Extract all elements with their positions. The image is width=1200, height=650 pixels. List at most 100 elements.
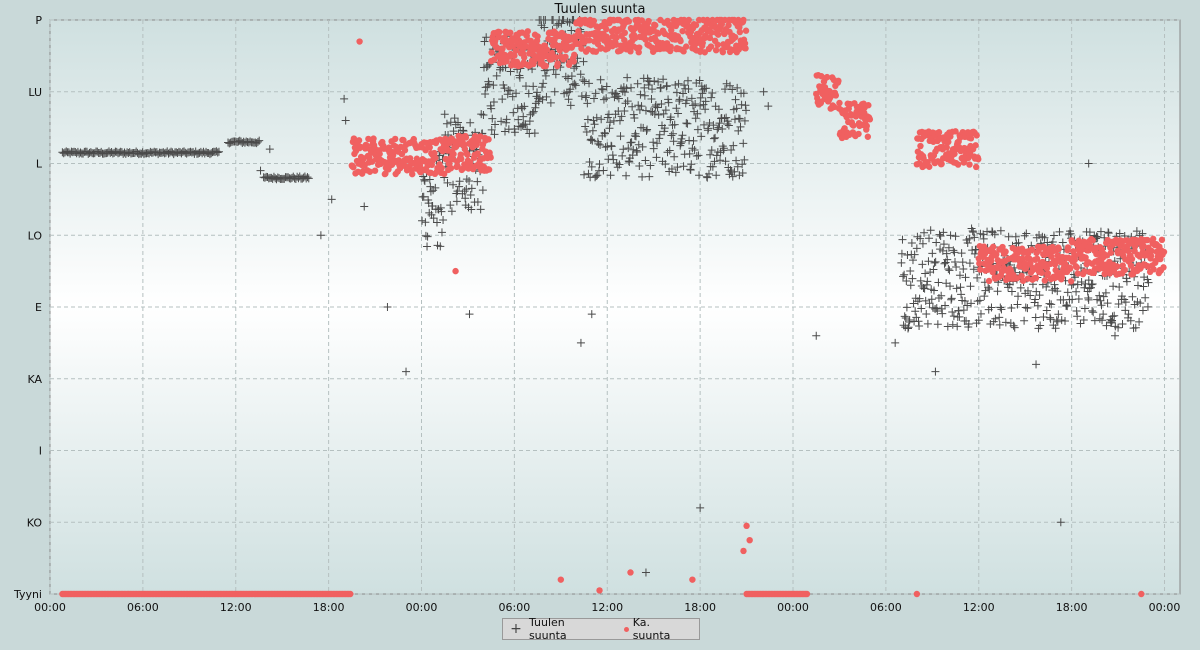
avg-point-marker [571, 51, 578, 59]
raw-point-marker [632, 146, 641, 155]
raw-point-marker [1016, 283, 1025, 292]
raw-point-marker [421, 218, 430, 227]
raw-point-marker [530, 129, 539, 138]
raw-point-marker [521, 120, 530, 129]
raw-point-marker [922, 309, 931, 318]
raw-point-marker [636, 90, 645, 99]
raw-point-marker [945, 266, 954, 275]
avg-point-marker [652, 22, 659, 29]
raw-point-marker [933, 306, 942, 315]
avg-point-marker [706, 34, 714, 42]
avg-point-marker [655, 30, 662, 37]
raw-point-marker [1066, 229, 1075, 238]
raw-point-marker [1014, 238, 1023, 247]
avg-point-marker [554, 60, 561, 67]
avg-point-marker [679, 27, 686, 35]
raw-point-marker [906, 266, 915, 275]
raw-point-marker [383, 303, 392, 311]
raw-point-marker [1072, 306, 1081, 315]
raw-point-marker [682, 96, 691, 105]
raw-point-marker [898, 235, 907, 244]
raw-point-marker [931, 257, 940, 266]
raw-point-marker [559, 16, 568, 24]
raw-point-marker [1103, 299, 1112, 308]
avg-point-marker [450, 150, 457, 158]
raw-point-marker [708, 162, 717, 171]
avg-point-marker [832, 92, 840, 99]
raw-point-marker [937, 304, 946, 313]
avg-point-marker [496, 28, 503, 36]
avg-point-marker [385, 144, 393, 151]
raw-point-marker [460, 187, 469, 196]
raw-point-marker [965, 234, 974, 243]
raw-point-marker [431, 183, 440, 192]
raw-point-marker [726, 166, 735, 175]
avg-point-marker [1158, 236, 1166, 244]
raw-point-marker [925, 234, 934, 243]
y-tick-label: P [35, 14, 42, 27]
raw-point-marker [652, 153, 661, 162]
raw-point-marker [965, 259, 974, 268]
raw-point-marker [442, 119, 451, 128]
avg-point-marker [499, 45, 506, 52]
raw-point-marker [683, 76, 692, 85]
raw-point-marker [1007, 304, 1016, 313]
avg-point-marker [823, 73, 831, 81]
avg-point-marker [625, 18, 633, 25]
raw-point-marker [449, 127, 458, 136]
raw-point-marker [704, 169, 713, 178]
raw-point-marker [1084, 295, 1093, 304]
avg-point-marker [462, 134, 470, 141]
avg-point-marker [347, 590, 354, 598]
avg-point-marker [534, 33, 541, 40]
raw-point-marker [520, 102, 529, 111]
raw-point-marker [654, 77, 663, 86]
raw-point-marker [953, 322, 962, 331]
raw-point-marker [466, 190, 475, 199]
raw-point-marker [1073, 312, 1082, 321]
raw-point-marker [972, 245, 981, 254]
raw-point-marker [904, 323, 913, 332]
raw-point-marker [465, 177, 474, 186]
raw-point-marker [694, 151, 703, 160]
avg-point-marker [452, 267, 459, 275]
raw-point-marker [1001, 318, 1010, 327]
raw-point-marker [970, 233, 979, 242]
raw-point-marker [693, 109, 702, 118]
raw-point-marker [738, 168, 747, 177]
raw-point-marker [1046, 315, 1055, 324]
raw-point-marker [1109, 282, 1118, 291]
avg-point-marker [977, 266, 984, 273]
raw-point-marker [641, 106, 650, 115]
avg-point-marker [954, 161, 962, 168]
raw-point-marker [714, 123, 723, 132]
avg-point-marker [1073, 264, 1081, 271]
raw-point-marker [629, 110, 638, 119]
legend-label-avg: Ka. suunta [632, 616, 671, 642]
avg-point-marker [1148, 247, 1155, 255]
raw-point-marker [461, 194, 470, 203]
raw-point-marker [455, 182, 464, 191]
raw-point-marker [1122, 274, 1131, 283]
raw-point-marker [1084, 159, 1093, 168]
raw-point-marker [1128, 292, 1137, 301]
raw-point-marker [481, 89, 490, 98]
raw-point-marker [1089, 308, 1098, 317]
raw-point-marker [915, 322, 924, 331]
avg-point-marker [736, 28, 744, 36]
raw-point-marker [1114, 323, 1123, 332]
raw-point-marker [957, 249, 966, 258]
raw-point-marker [764, 102, 773, 111]
raw-point-marker [600, 128, 609, 137]
raw-point-marker [1121, 298, 1130, 307]
raw-point-marker [897, 258, 906, 267]
avg-point-marker [458, 155, 465, 163]
avg-point-marker [1041, 277, 1049, 284]
avg-point-marker [1121, 266, 1128, 274]
raw-point-marker [995, 320, 1004, 329]
raw-point-marker [498, 95, 507, 104]
raw-point-marker [708, 88, 717, 97]
raw-point-marker [722, 113, 731, 122]
raw-point-marker [607, 141, 616, 150]
raw-point-marker [423, 242, 432, 251]
